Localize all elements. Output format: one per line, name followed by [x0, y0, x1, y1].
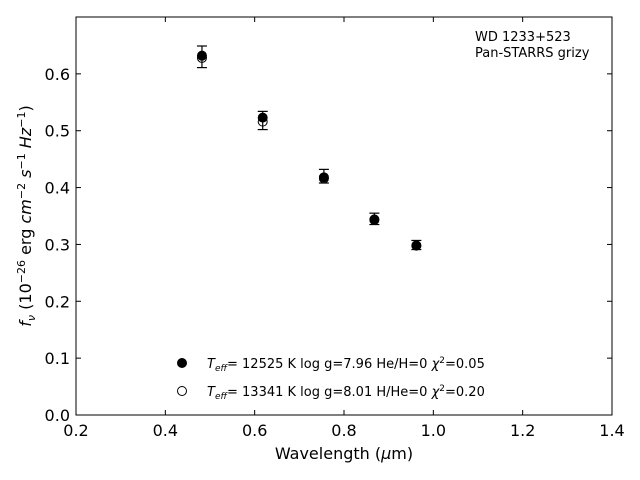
x-tick-label: 0.8 [331, 421, 356, 440]
legend-entry-1: Teff= 12525 K log g=7.96 He/H=0 χ2=0.05 [207, 356, 485, 374]
legend-marker-filled [177, 358, 187, 368]
data-point-open [196, 52, 207, 63]
x-axis-ticks: 0.2 0.4 0.6 0.8 1.0 1.2 1.4 [63, 17, 625, 440]
x-tick-label: 1.4 [599, 421, 624, 440]
x-tick-label: 0.6 [242, 421, 267, 440]
x-tick-label: 0.4 [153, 421, 178, 440]
x-tick-label: 0.2 [63, 421, 88, 440]
data-point-filled [196, 50, 207, 61]
annotation-line-1: WD 1233+523 [475, 30, 571, 45]
legend-entry-2: Teff= 13341 K log g=8.01 H/He=0 χ2=0.20 [207, 384, 485, 402]
y-tick-label: 0.2 [45, 292, 70, 311]
error-bars [196, 45, 422, 251]
y-tick-label: 0.3 [45, 235, 70, 254]
y-tick-label: 0.0 [45, 406, 70, 425]
y-axis-ticks: 0.0 0.1 0.2 0.3 0.4 0.5 0.6 [45, 65, 612, 425]
legend: Teff= 12525 K log g=7.96 He/H=0 χ2=0.05 … [177, 356, 485, 402]
data-point-open [318, 173, 329, 184]
annotation-line-2: Pan-STARRS grizy [475, 46, 590, 61]
x-tick-label: 1.2 [510, 421, 535, 440]
data-points [196, 50, 422, 251]
y-tick-label: 0.5 [45, 122, 70, 141]
legend-marker-open [177, 386, 187, 396]
data-point-open [257, 116, 268, 127]
plot-frame [75, 16, 613, 416]
y-tick-label: 0.6 [45, 65, 70, 84]
data-point-open [369, 214, 380, 225]
x-tick-label: 1.0 [421, 421, 446, 440]
x-axis-label: Wavelength (μm) [275, 444, 413, 463]
y-tick-label: 0.1 [45, 349, 70, 368]
y-tick-label: 0.4 [45, 179, 70, 198]
data-point-open [411, 240, 422, 251]
data-point-filled [257, 112, 268, 123]
y-axis-label: fν (10−26 erg cm−2 s−1 Hz−1) [15, 105, 38, 326]
